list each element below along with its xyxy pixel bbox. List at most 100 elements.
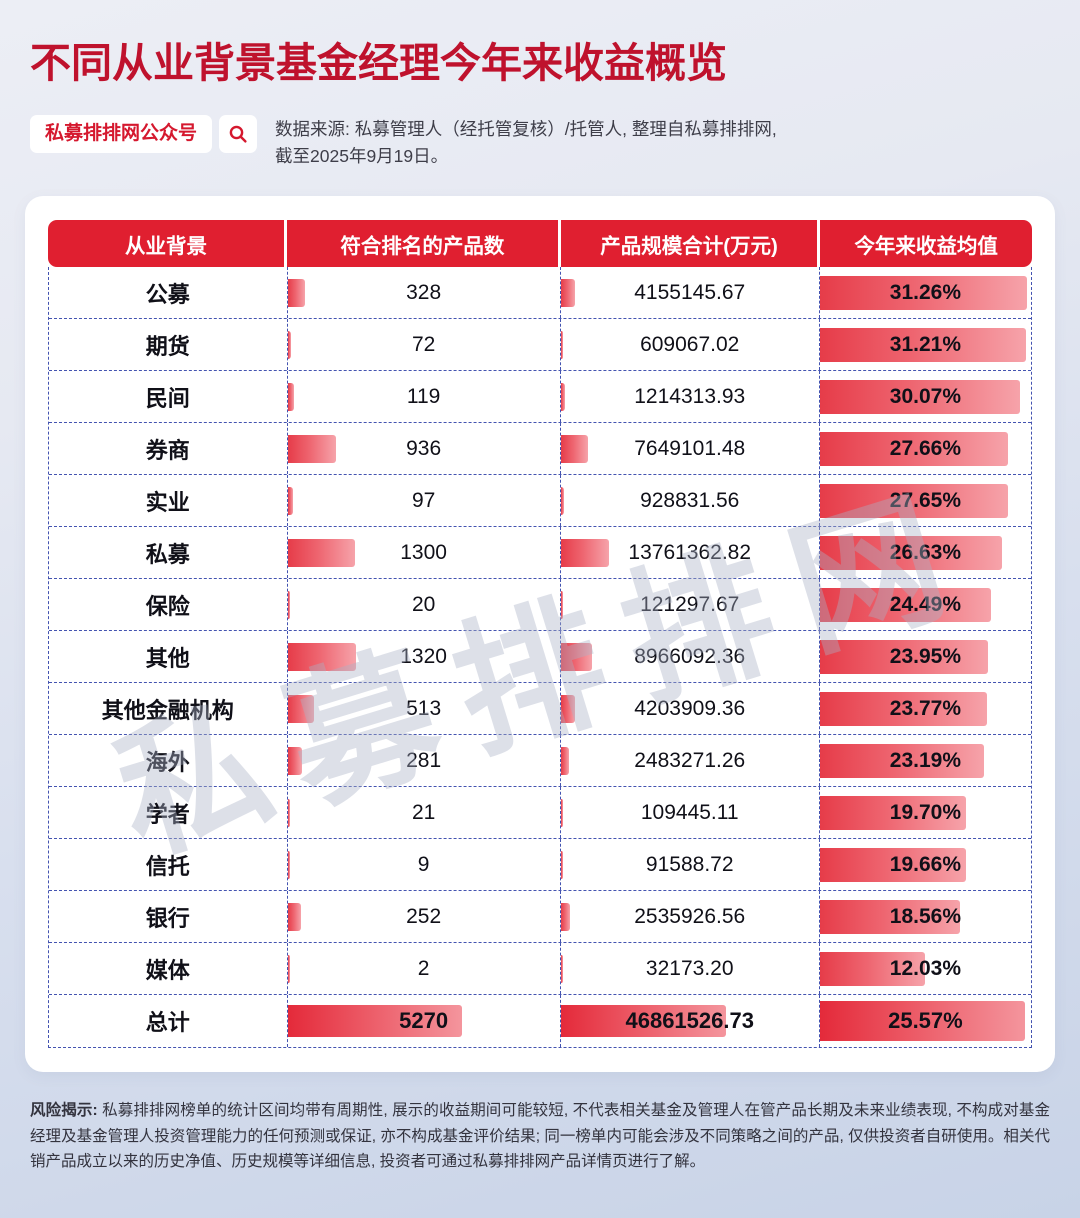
cell-product-count-value: 72 xyxy=(411,332,436,356)
cell-background: 券商 xyxy=(49,423,288,475)
data-source-note: 数据来源: 私募管理人（经托管复核）/托管人, 整理自私募排排网, 截至2025… xyxy=(275,115,777,170)
cell-background-value: 其他金融机构 xyxy=(101,697,234,723)
count-bar xyxy=(287,278,305,307)
cell-background: 银行 xyxy=(49,891,288,943)
cell-scale-value: 1214313.93 xyxy=(634,384,746,408)
cell-scale: 2535926.56 xyxy=(560,891,820,943)
cell-return: 27.66% xyxy=(819,423,1031,474)
cell-return: 23.19% xyxy=(819,735,1031,786)
table-card: 从业背景 符合排名的产品数 产品规模合计(万元) 今年来收益均值 公募 328 41… xyxy=(25,196,1055,1073)
return-bar xyxy=(819,483,1008,518)
count-bar xyxy=(287,1005,462,1038)
cell-background: 公募 xyxy=(49,267,288,319)
table-row: 信托 9 91588.72 19.66% xyxy=(49,839,1031,892)
cell-product-count-value: 2 xyxy=(417,956,430,980)
scale-bar xyxy=(560,486,564,515)
count-bar xyxy=(287,330,292,359)
cell-scale-value: 8966092.36 xyxy=(634,644,746,668)
scale-bar xyxy=(560,434,588,463)
return-bar xyxy=(819,951,926,986)
count-bar xyxy=(287,590,291,619)
cell-return-value: 23.95% xyxy=(889,644,962,668)
cell-product-count-value: 1320 xyxy=(400,644,447,668)
table-header: 从业背景 符合排名的产品数 产品规模合计(万元) 今年来收益均值 xyxy=(48,220,1032,268)
table-row: 其他 1320 8966092.36 23.95% xyxy=(49,631,1031,684)
column-header-background: 从业背景 xyxy=(48,220,288,268)
scale-bar xyxy=(560,902,570,931)
cell-product-count: 513 xyxy=(287,683,561,735)
cell-return-value: 31.21% xyxy=(889,332,962,356)
table-row: 保险 20 121297.67 24.49% xyxy=(49,579,1031,632)
scale-bar xyxy=(560,382,565,411)
cell-scale-value: 928831.56 xyxy=(640,488,740,512)
column-header-scale: 产品规模合计(万元) xyxy=(560,220,821,268)
cell-product-count-value: 119 xyxy=(406,384,441,408)
cell-return-value: 18.56% xyxy=(889,904,962,928)
scale-bar xyxy=(560,850,563,879)
table-row: 媒体 2 32173.20 12.03% xyxy=(49,943,1031,996)
cell-scale: 928831.56 xyxy=(560,475,820,527)
scale-bar xyxy=(560,278,576,307)
cell-product-count-value: 5270 xyxy=(399,1008,449,1034)
cell-background: 私募 xyxy=(49,527,288,579)
cell-background: 民间 xyxy=(49,371,288,423)
cell-background-value: 其他 xyxy=(145,645,190,671)
cell-product-count-value: 513 xyxy=(406,696,442,720)
return-bar xyxy=(819,639,989,674)
table-row: 学者 21 109445.11 19.70% xyxy=(49,787,1031,840)
cell-return: 27.65% xyxy=(819,475,1031,526)
cell-background-value: 期货 xyxy=(145,333,190,359)
cell-return-value: 24.49% xyxy=(889,592,962,616)
cell-background-value: 保险 xyxy=(145,593,190,619)
cell-background-value: 总计 xyxy=(145,1010,190,1036)
cell-return-value: 27.65% xyxy=(889,488,962,512)
cell-background-value: 实业 xyxy=(145,489,190,515)
cell-return: 26.63% xyxy=(819,527,1031,578)
cell-scale: 4155145.67 xyxy=(560,267,820,319)
cell-product-count: 5270 xyxy=(287,995,561,1048)
cell-background-value: 银行 xyxy=(145,905,190,931)
table-row: 银行 252 2535926.56 18.56% xyxy=(49,891,1031,944)
cell-product-count-value: 9 xyxy=(417,852,430,876)
cell-background-value: 海外 xyxy=(145,749,190,775)
cell-product-count-value: 328 xyxy=(406,280,442,304)
cell-background-value: 私募 xyxy=(145,541,190,567)
return-bar xyxy=(819,795,966,830)
cell-return: 19.66% xyxy=(819,839,1031,890)
table-row: 其他金融机构 513 4203909.36 23.77% xyxy=(49,683,1031,736)
return-bar xyxy=(819,743,985,778)
cell-product-count: 1320 xyxy=(287,631,561,683)
cell-return: 12.03% xyxy=(819,943,1031,994)
cell-scale: 4203909.36 xyxy=(560,683,820,735)
cell-background: 信托 xyxy=(49,839,288,891)
count-bar xyxy=(287,538,355,567)
cell-background-value: 公募 xyxy=(145,281,190,307)
cell-product-count: 936 xyxy=(287,423,561,475)
cell-return: 19.70% xyxy=(819,787,1031,838)
return-bar xyxy=(819,535,1003,570)
count-bar xyxy=(287,902,301,931)
cell-scale-value: 109445.11 xyxy=(640,800,739,824)
cell-scale: 609067.02 xyxy=(560,319,820,371)
count-bar xyxy=(287,746,303,775)
cell-background: 保险 xyxy=(49,579,288,631)
cell-background-value: 民间 xyxy=(145,385,190,411)
cell-product-count-value: 281 xyxy=(406,748,442,772)
search-button[interactable] xyxy=(219,115,258,154)
cell-product-count-value: 21 xyxy=(411,800,436,824)
data-source-line1: 数据来源: 私募管理人（经托管复核）/托管人, 整理自私募排排网, xyxy=(275,119,777,140)
cell-product-count-value: 252 xyxy=(406,904,442,928)
cell-return: 31.21% xyxy=(819,319,1031,370)
risk-disclosure: 风险揭示: 私募排排网榜单的统计区间均带有周期性, 展示的收益期间可能较短, 不… xyxy=(0,1072,1080,1173)
count-bar xyxy=(287,850,291,879)
cell-return-value: 25.57% xyxy=(888,1008,963,1034)
scale-bar xyxy=(560,330,563,359)
cell-scale-value: 46861526.73 xyxy=(625,1008,754,1034)
table-row: 实业 97 928831.56 27.65% xyxy=(49,475,1031,528)
cell-product-count-value: 97 xyxy=(411,488,436,512)
cell-background: 总计 xyxy=(49,995,288,1048)
cell-return: 25.57% xyxy=(819,995,1031,1047)
cell-return: 23.77% xyxy=(819,683,1031,734)
scale-bar xyxy=(560,642,593,671)
